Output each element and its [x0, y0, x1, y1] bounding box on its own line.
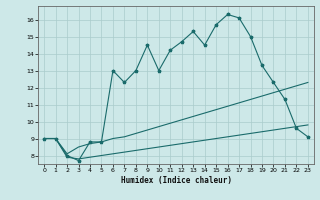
- X-axis label: Humidex (Indice chaleur): Humidex (Indice chaleur): [121, 176, 231, 185]
